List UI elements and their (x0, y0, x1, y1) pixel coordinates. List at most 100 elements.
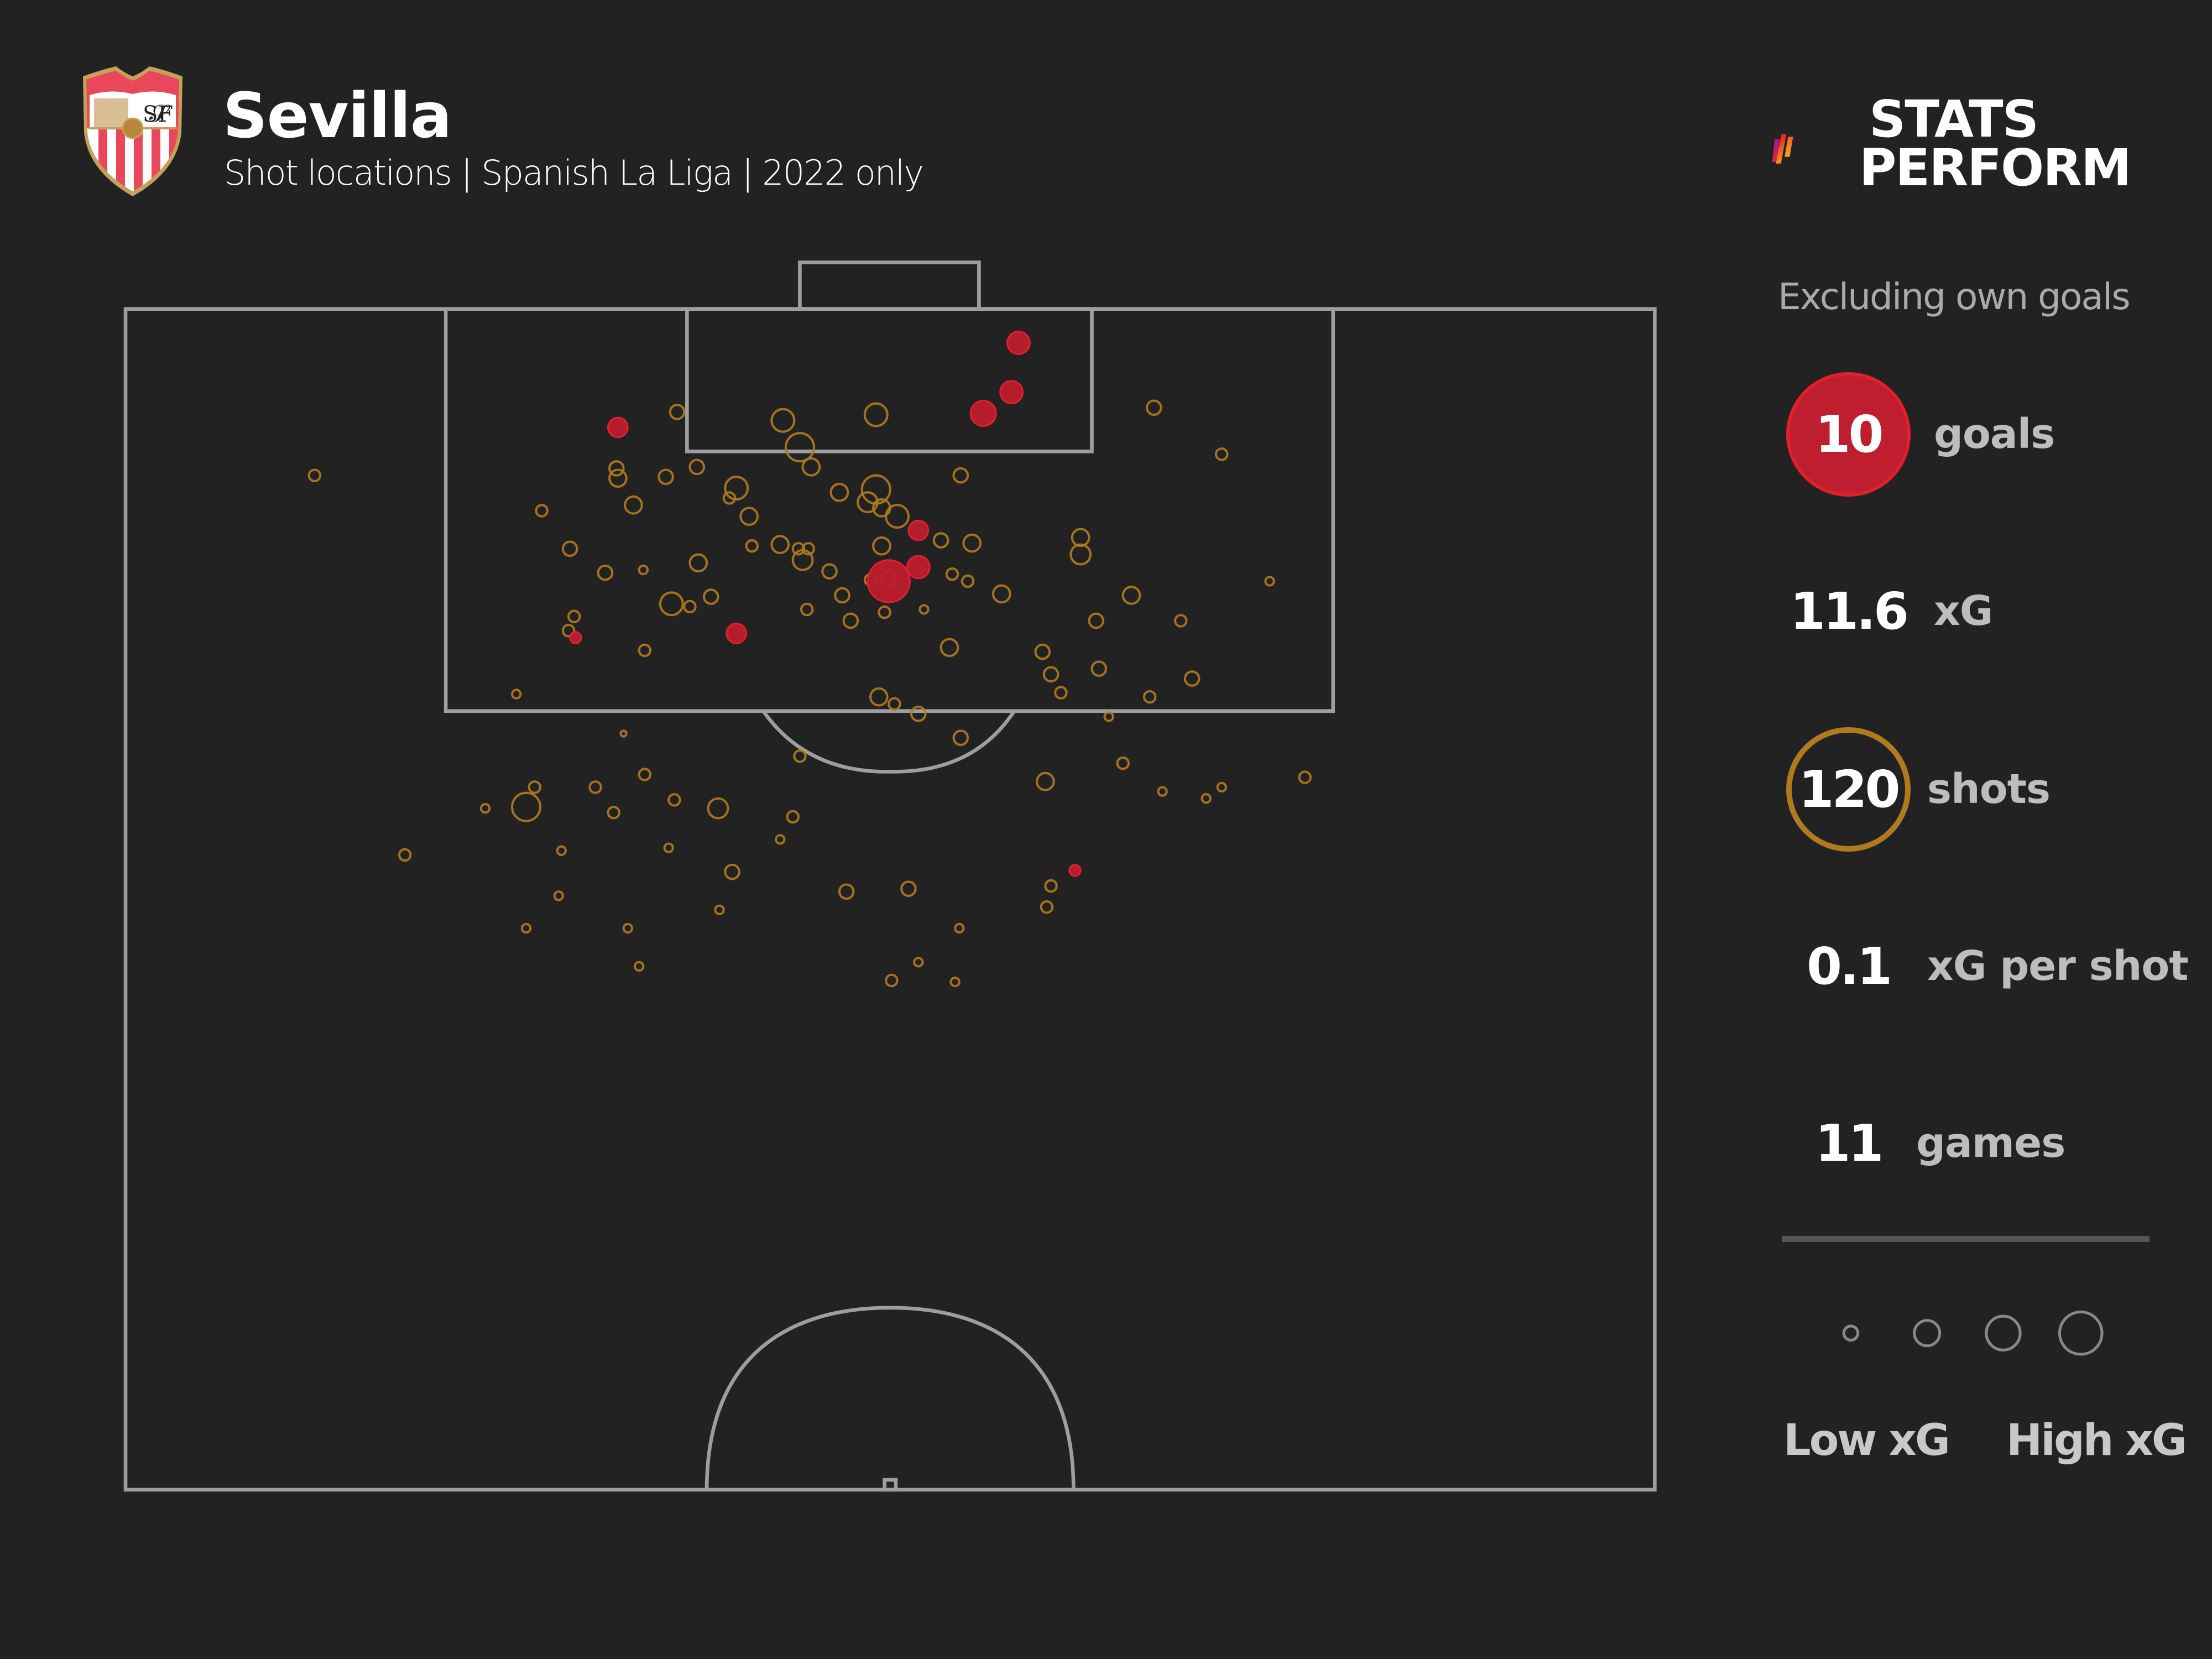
shot-marker (834, 587, 851, 604)
shot-marker (520, 922, 532, 934)
shot-marker (888, 697, 901, 711)
shot-marker (608, 460, 625, 477)
stats-perform-wordmark: STATS PERFORM (1859, 94, 2132, 194)
shot-marker (622, 922, 633, 934)
shot-marker (900, 880, 917, 897)
shot-marker (950, 976, 961, 988)
xg-label: xG (1934, 587, 1993, 635)
shots-value: 120 (1786, 727, 1911, 852)
shot-marker (638, 564, 649, 576)
shot-marker (952, 467, 969, 484)
shot-marker (683, 599, 697, 614)
goal-marker (906, 555, 931, 580)
shot-marker (1034, 643, 1051, 660)
shot-marker (1173, 614, 1188, 628)
shot-marker (1040, 900, 1054, 914)
svg-text:SF: SF (143, 102, 173, 127)
shot-marker (1103, 711, 1114, 722)
stat-games: 11 games (1786, 1079, 2212, 1207)
shot-marker (724, 476, 749, 501)
shot-marker (863, 402, 889, 427)
shot-marker (878, 605, 891, 619)
svg-text:𝒮: 𝒮 (149, 100, 170, 128)
goals-label: goals (1934, 410, 2055, 458)
legend-high-xg-label: High xG (2006, 1416, 2187, 1465)
shot-marker (667, 793, 681, 807)
center-spot (883, 1478, 898, 1492)
shot-marker (638, 643, 652, 658)
shot-marker (793, 749, 807, 763)
shot-marker (556, 845, 567, 856)
goal-marker (999, 380, 1024, 405)
shot-marker (624, 495, 643, 515)
shot-marker (1157, 786, 1168, 797)
shot-marker (597, 564, 614, 581)
shot-marker (1121, 586, 1141, 605)
shot-marker (860, 474, 891, 505)
legend-size-circle (1913, 1319, 1942, 1348)
shot-marker (688, 553, 708, 573)
shot-marker (722, 491, 737, 505)
goal-marker (726, 623, 748, 644)
shot-marker (739, 507, 759, 526)
shot-marker (961, 574, 975, 588)
shot-marker (1142, 690, 1157, 704)
shot-marker (821, 563, 838, 580)
shot-marker (1264, 576, 1275, 587)
goal-marker (907, 519, 930, 541)
shot-marker (510, 688, 522, 700)
shot-marker (801, 542, 815, 556)
shot-marker (479, 803, 491, 814)
shots-layer (307, 399, 1312, 988)
goal-marker (969, 399, 997, 427)
logo-line-2: PERFORM (1859, 138, 2132, 197)
shot-marker (791, 542, 806, 556)
legend-size-circle (1842, 1324, 1860, 1342)
shot-marker (561, 624, 576, 638)
shot-marker (535, 504, 549, 518)
excluding-own-goals-note: Excluding own goals (1778, 275, 2131, 318)
shot-marker (869, 687, 889, 707)
shot-marker (800, 602, 814, 617)
shot-marker (940, 638, 959, 658)
shot-marker (1071, 528, 1091, 547)
stats-perform-logo-icon (1772, 134, 1793, 164)
xg-size-legend (1842, 1310, 2104, 1356)
shot-marker (588, 780, 602, 794)
games-label: games (1916, 1119, 2065, 1167)
shot-marker (1054, 686, 1068, 700)
shot-marker (1035, 771, 1055, 791)
shot-marker (1216, 781, 1227, 793)
stat-shots: 120 shots (1786, 726, 2212, 853)
shot-marker (1042, 666, 1060, 683)
shot-marker (885, 504, 910, 529)
xg-per-shot-value: 0.1 (1807, 936, 1892, 996)
shot-marker (307, 468, 322, 482)
shot-marker (707, 797, 729, 820)
shot-marker (1298, 770, 1312, 784)
shot-marker (770, 535, 790, 555)
games-value: 11 (1815, 1113, 1884, 1173)
goal (798, 260, 981, 311)
shot-marker (1116, 756, 1130, 770)
legend-size-circle (1985, 1314, 2022, 1352)
shot-marker (885, 973, 899, 988)
shot-marker (608, 468, 628, 488)
shot-marker (992, 584, 1011, 604)
chart-subtitle: Shot locations | Spanish La Liga | 2022 … (224, 153, 924, 193)
shot-marker (510, 791, 542, 822)
goals-layer (569, 330, 1082, 877)
shot-marker (932, 532, 950, 549)
shot-marker (638, 768, 652, 781)
pitch-lines (123, 260, 1657, 1492)
legend-size-circle (2058, 1310, 2104, 1356)
shot-marker (688, 458, 705, 476)
shot-marker (658, 468, 674, 486)
shot-marker (702, 588, 719, 605)
shot-marker (962, 533, 982, 553)
shot-marker (1183, 670, 1201, 687)
stat-xg-per-shot: 0.1 xG per shot (1786, 902, 2212, 1030)
shots-label: shots (1927, 765, 2051, 813)
stat-xg: 11.6 xG (1786, 547, 2212, 675)
shot-marker (945, 567, 959, 581)
